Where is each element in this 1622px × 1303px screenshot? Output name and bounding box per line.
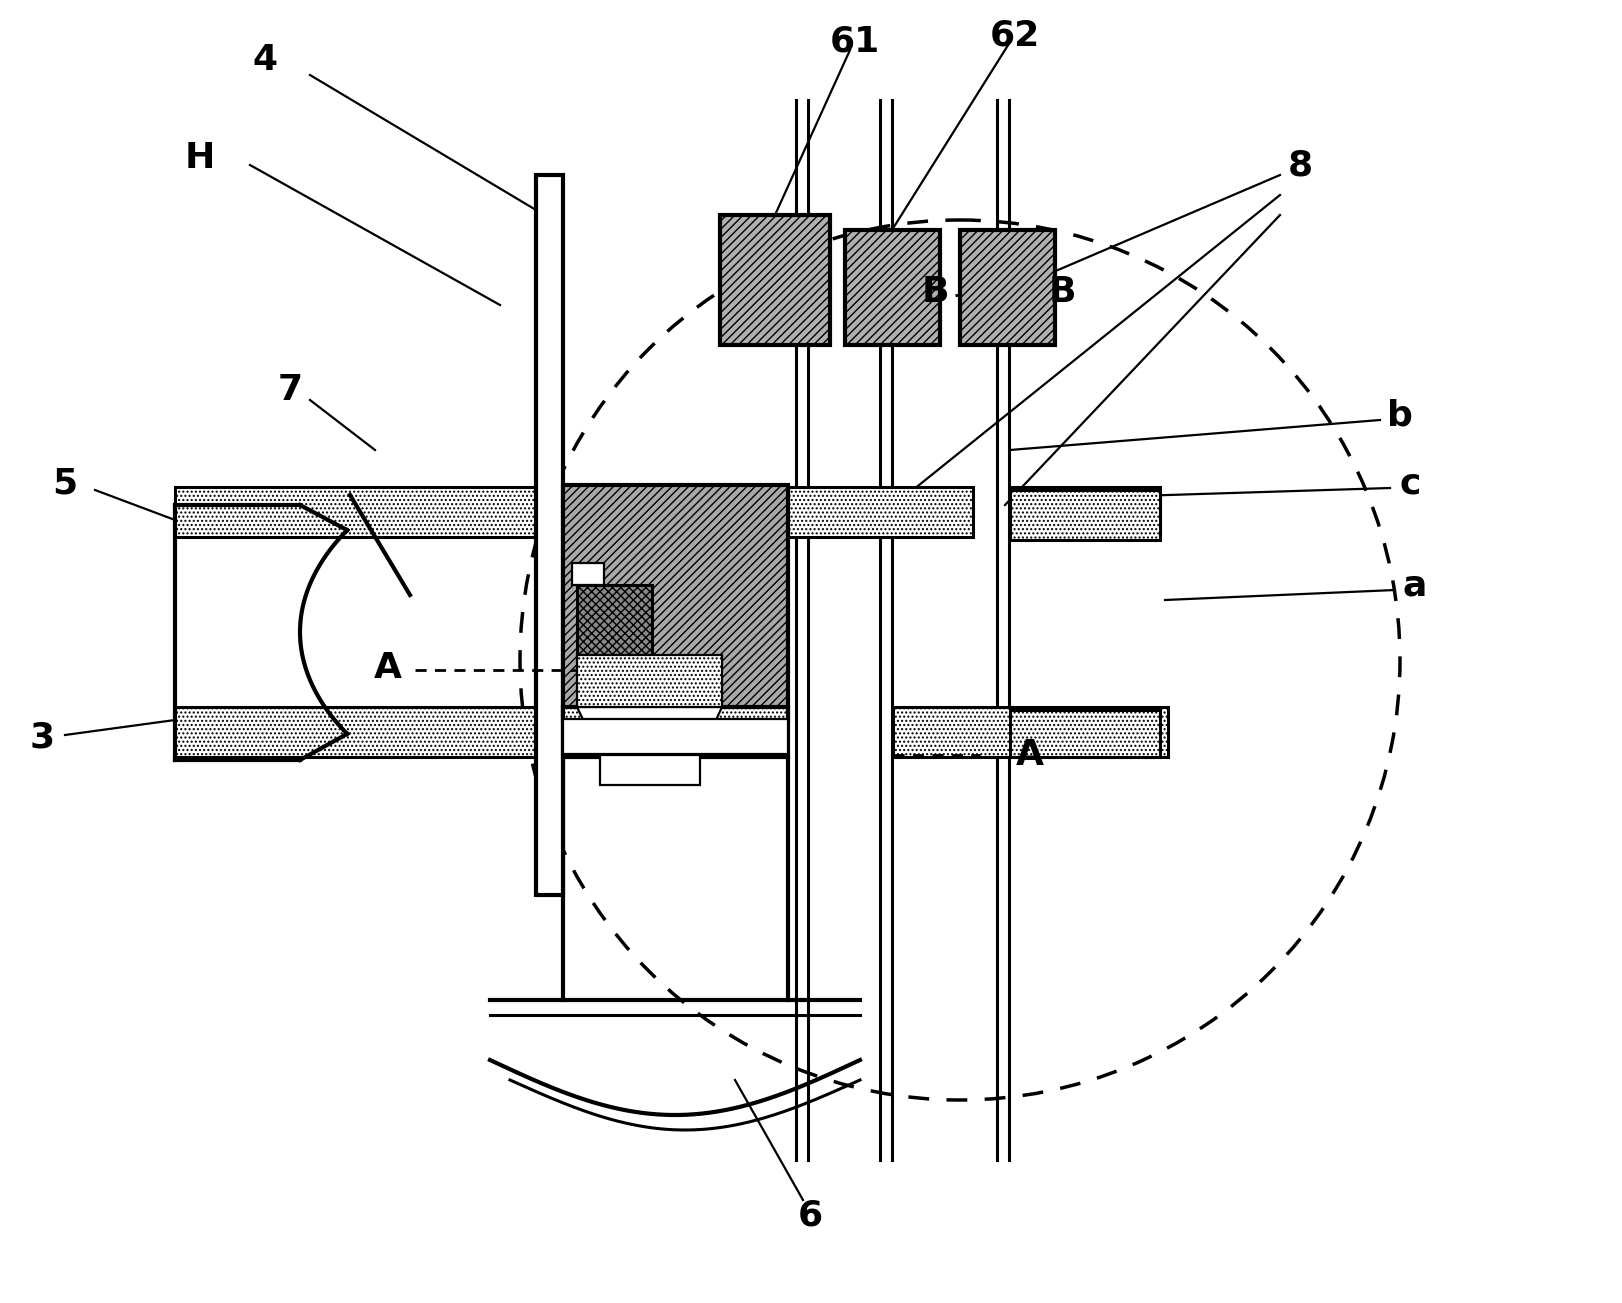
FancyBboxPatch shape	[577, 655, 722, 708]
FancyBboxPatch shape	[1011, 487, 1160, 537]
FancyBboxPatch shape	[1011, 490, 1160, 539]
FancyBboxPatch shape	[563, 719, 788, 754]
FancyBboxPatch shape	[894, 708, 1168, 757]
Text: 8: 8	[1288, 149, 1312, 182]
Text: b: b	[1387, 397, 1413, 433]
Text: 3: 3	[29, 721, 55, 754]
Text: 61: 61	[830, 25, 881, 59]
Text: A: A	[375, 652, 402, 685]
Text: a: a	[1403, 568, 1427, 602]
FancyBboxPatch shape	[563, 485, 788, 721]
Text: A: A	[1015, 737, 1045, 771]
FancyBboxPatch shape	[720, 215, 830, 345]
Text: 6: 6	[798, 1197, 822, 1233]
Text: 7: 7	[277, 373, 303, 407]
Text: c: c	[1400, 466, 1421, 500]
Polygon shape	[577, 708, 722, 754]
Text: 5: 5	[52, 466, 78, 500]
FancyBboxPatch shape	[175, 487, 563, 537]
FancyBboxPatch shape	[960, 231, 1054, 345]
Text: 4: 4	[253, 43, 277, 77]
Text: 62: 62	[989, 18, 1040, 52]
FancyBboxPatch shape	[788, 487, 973, 537]
FancyBboxPatch shape	[577, 585, 652, 655]
FancyBboxPatch shape	[535, 175, 563, 895]
Polygon shape	[600, 754, 701, 784]
FancyBboxPatch shape	[175, 708, 563, 757]
FancyBboxPatch shape	[845, 231, 941, 345]
FancyBboxPatch shape	[573, 563, 603, 585]
FancyBboxPatch shape	[563, 708, 788, 757]
Text: B: B	[1048, 275, 1075, 309]
Text: H: H	[185, 141, 216, 175]
FancyBboxPatch shape	[1011, 710, 1160, 757]
Text: B: B	[921, 275, 949, 309]
